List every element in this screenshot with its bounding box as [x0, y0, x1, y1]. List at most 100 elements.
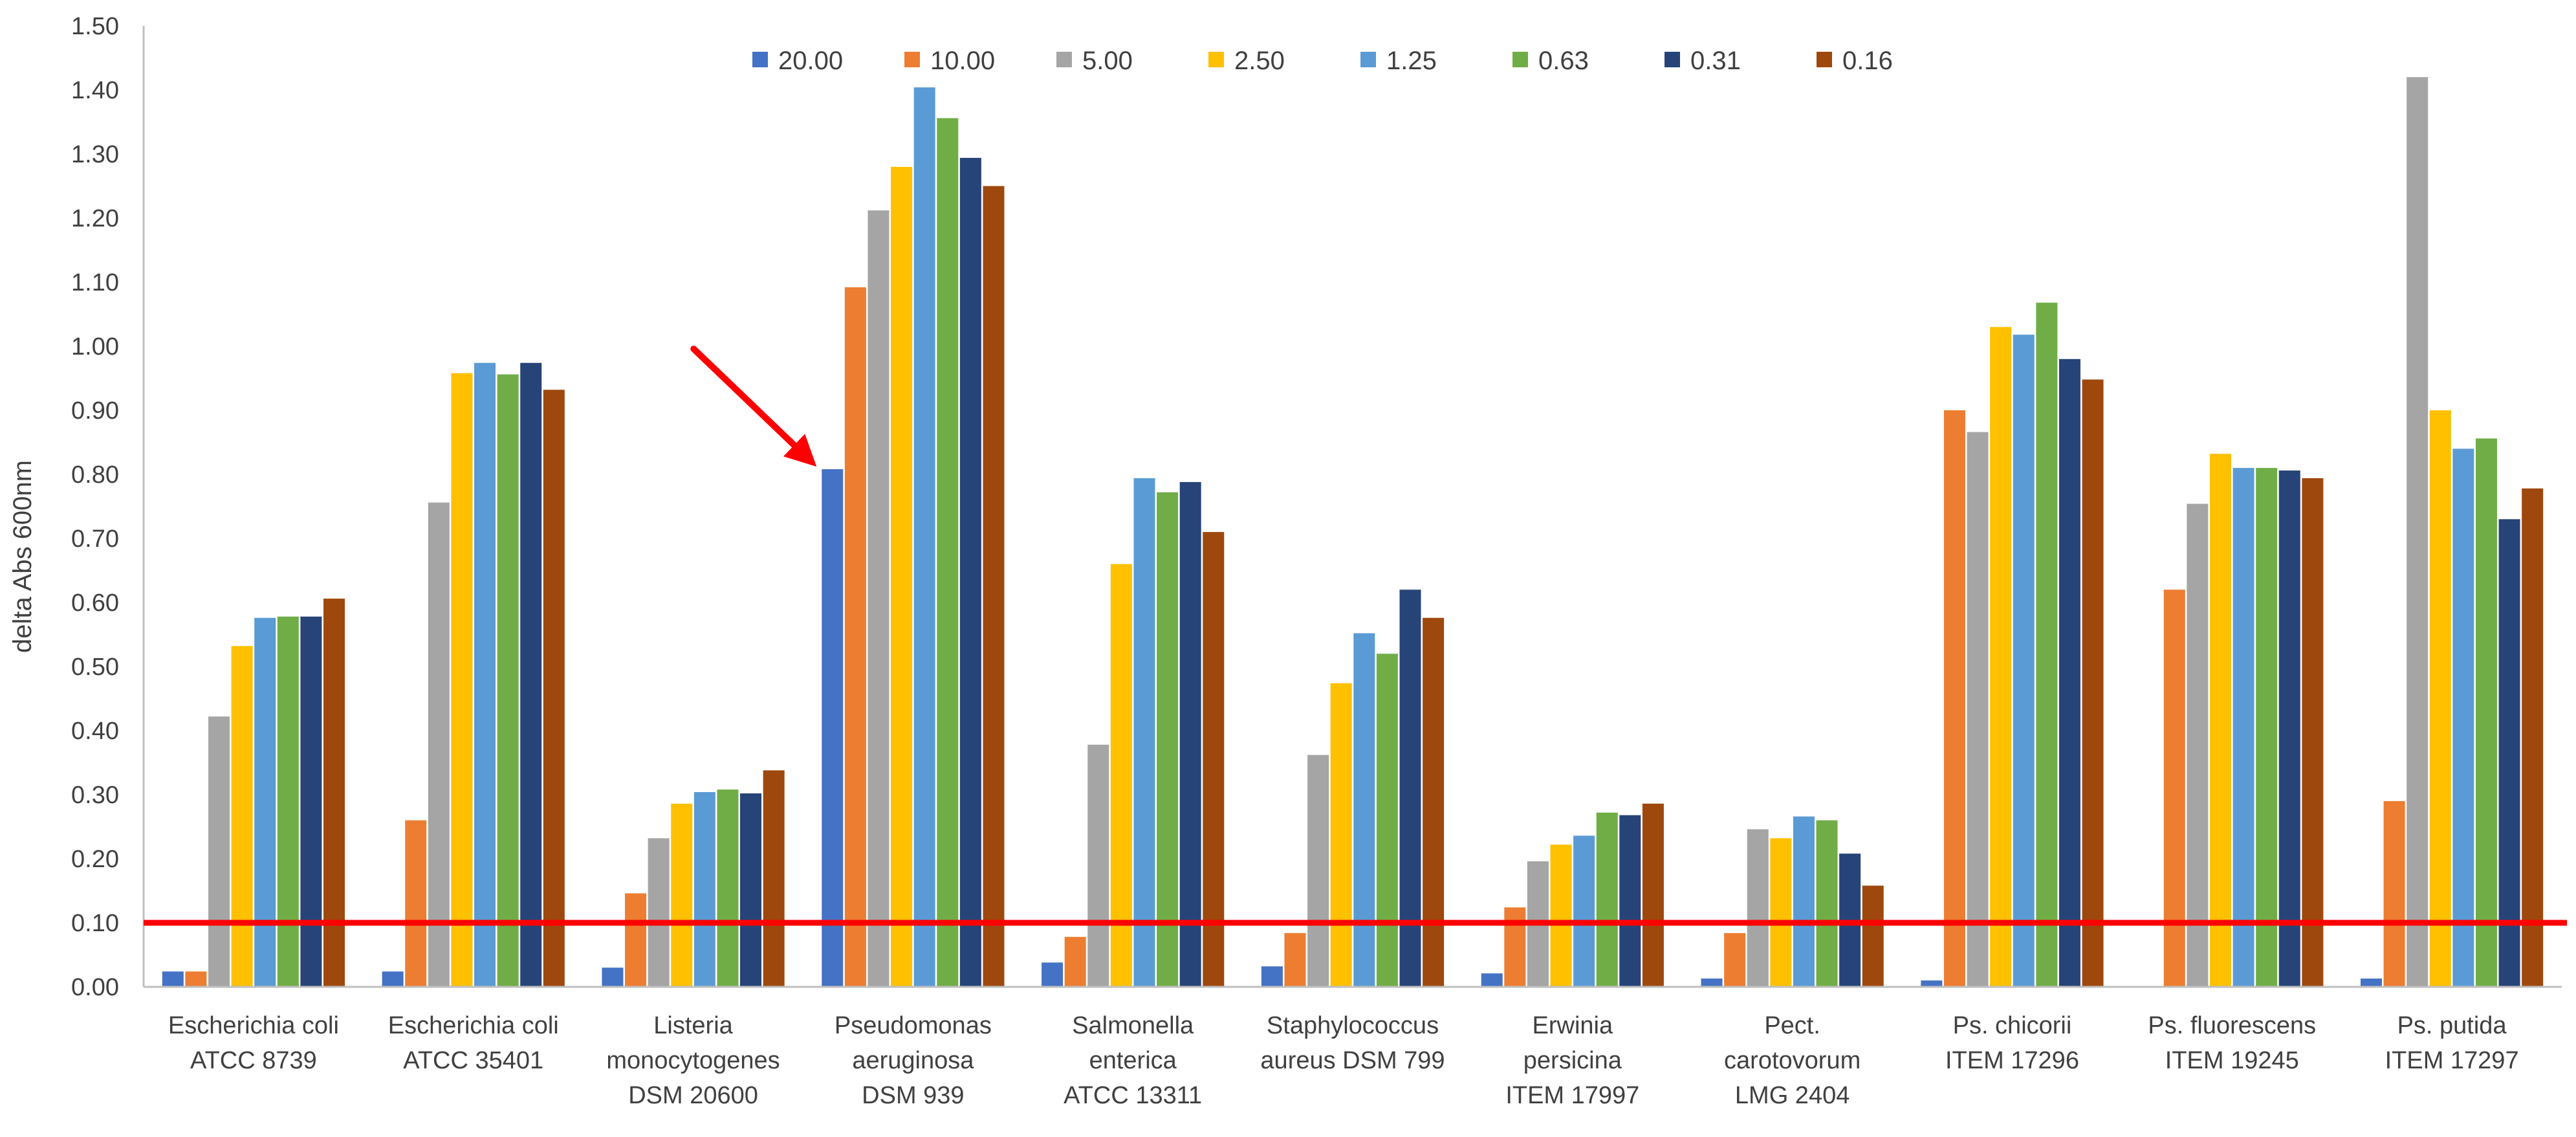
bar [1990, 327, 2012, 987]
bar [913, 87, 935, 987]
category-label: Pect. carotovorum LMG 2404 [1724, 1012, 1861, 1109]
bar [1087, 744, 1109, 987]
bar [1747, 829, 1769, 987]
arrow-shaft [690, 346, 798, 448]
bar [2498, 519, 2520, 987]
legend-label: 0.63 [1538, 47, 1589, 75]
bar [763, 770, 785, 987]
bar [323, 599, 345, 987]
category-label-line: Ps. fluorescens [2148, 1012, 2316, 1039]
annotation-arrow [690, 346, 817, 467]
category-label-line: Ps. chicorii [1953, 1012, 2072, 1039]
legend-swatch [1665, 52, 1680, 67]
bar [1179, 481, 1201, 987]
bar [2187, 503, 2209, 987]
bar [405, 820, 427, 987]
bar [2302, 478, 2324, 987]
bar [2475, 438, 2497, 987]
y-axis-title-group: delta Abs 600nm [8, 460, 37, 653]
bar [822, 469, 844, 987]
legend-swatch [1512, 52, 1528, 67]
bar [382, 971, 404, 987]
bar [2429, 410, 2451, 987]
category-label: Salmonella enterica ATCC 13311 [1064, 1012, 1202, 1109]
category-label-line: DSM 20600 [628, 1082, 758, 1109]
y-tick-label: 1.50 [71, 13, 119, 40]
legend-swatch [1056, 52, 1072, 67]
bar [740, 793, 762, 987]
legend-swatch [1817, 52, 1832, 67]
legend-swatch [752, 52, 768, 67]
category-label-line: ATCC 13311 [1064, 1082, 1202, 1109]
bar [1042, 962, 1064, 987]
bar [2452, 448, 2474, 987]
bar [1596, 812, 1618, 987]
bar [1642, 803, 1664, 987]
bar [1504, 907, 1526, 987]
bar [2256, 468, 2278, 987]
y-tick-labels: 0.00 0.10 0.20 0.30 0.40 0.50 0.60 0.70 0.80 0.90… [71, 13, 119, 1001]
bar [1157, 492, 1179, 987]
category-label-line: ITEM 17997 [1505, 1082, 1639, 1109]
y-axis-title: delta Abs 600nm [8, 460, 37, 653]
category-label-line: Pseudomonas [835, 1012, 992, 1039]
bar [671, 803, 693, 987]
category-label: Escherichia coli ATCC 35401 [388, 1012, 559, 1074]
bar [1399, 590, 1421, 987]
bar [1353, 633, 1375, 987]
bar [543, 390, 565, 987]
bar [1330, 683, 1352, 987]
category-label-line: Listeria [653, 1012, 733, 1039]
bar [208, 716, 230, 987]
bar [1284, 933, 1306, 987]
y-tick-label: 0.60 [71, 590, 119, 617]
legend-label: 5.00 [1082, 47, 1133, 75]
bar [1110, 564, 1132, 987]
category-label: Staphylococcus aureus DSM 799 [1260, 1012, 1445, 1074]
bar [1816, 820, 1838, 987]
bar [2209, 454, 2231, 987]
legend-label: 0.16 [1842, 47, 1893, 75]
bar [2407, 77, 2429, 988]
bar [1862, 885, 1884, 987]
y-tick-label: 0.00 [71, 974, 119, 1001]
bar [300, 616, 322, 987]
bar [1943, 410, 1965, 987]
bar [1619, 815, 1641, 987]
bar [1701, 978, 1723, 987]
category-label-line: Pect. [1764, 1012, 1820, 1039]
legend-swatch [1208, 52, 1224, 67]
legend-swatch [1360, 52, 1376, 67]
bar [451, 373, 473, 987]
category-label: Listeria monocytogenes DSM 20600 [606, 1012, 780, 1109]
category-label-line: ITEM 17297 [2385, 1047, 2519, 1074]
bar [2013, 335, 2035, 987]
category-label-line: enterica [1089, 1047, 1177, 1074]
category-label-line: aureus DSM 799 [1260, 1047, 1445, 1074]
bar [937, 118, 959, 987]
bar [2082, 379, 2104, 987]
category-label-line: Erwinia [1533, 1012, 1613, 1039]
bar [1724, 933, 1746, 987]
arrow-head [783, 434, 817, 467]
bar [185, 971, 207, 987]
bar [2163, 590, 2185, 987]
bars [162, 77, 2544, 988]
bar [162, 971, 184, 987]
category-label: Erwinia persicina ITEM 17997 [1505, 1012, 1639, 1109]
legend: 20.00 10.00 5.00 2.50 1.25 0.63 0.31 0.16 [752, 47, 1893, 75]
bar [717, 789, 739, 987]
category-label-line: LMG 2404 [1735, 1082, 1850, 1109]
category-label: Escherichia coli ATCC 8739 [168, 1012, 339, 1074]
bar [2360, 978, 2382, 987]
y-tick-label: 0.30 [71, 782, 119, 809]
bar [959, 157, 981, 988]
bar [693, 792, 715, 987]
legend-label: 1.25 [1386, 47, 1437, 75]
category-label-line: DSM 939 [862, 1082, 964, 1109]
bar [2232, 468, 2254, 987]
bar [2383, 800, 2405, 987]
legend-swatch [904, 52, 920, 67]
bar [1573, 835, 1595, 987]
